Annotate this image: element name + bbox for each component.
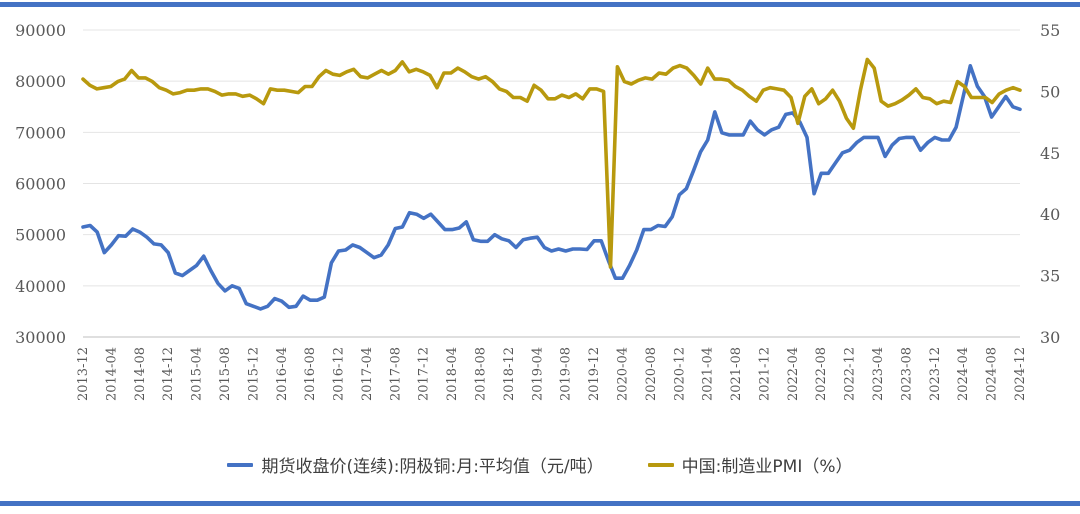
left-y-tick-label: 90000 [15,21,66,40]
x-tick-label: 2024-08 [985,347,1000,401]
x-tick-label: 2020-12 [672,347,687,401]
x-tick-label: 2020-08 [644,347,659,401]
legend-item-pmi: 中国:制造业PMI（%） [647,452,853,477]
legend-swatch-pmi [647,462,674,467]
legend-label-copper: 期货收盘价(连续):阴极铜:月:平均值（元/吨） [261,457,604,477]
x-tick-label: 2017-12 [417,347,432,401]
dual-axis-line-chart: 30000 40000 50000 60000 70000 80000 90000 30 35… [15,21,1060,401]
series-lines [81,57,1022,311]
x-tick-label: 2024-04 [956,347,971,401]
x-tick-label: 2017-08 [388,347,403,401]
x-tick-label: 2021-04 [701,347,716,401]
left-y-tick-label: 70000 [15,123,66,142]
legend-item-copper-price: 期货收盘价(连续):阴极铜:月:平均值（元/吨） [227,452,604,477]
x-tick-label: 2020-04 [615,347,630,401]
bottom-border-band [0,501,1080,506]
legend: 期货收盘价(连续):阴极铜:月:平均值（元/吨） 中国:制造业PMI（%） [0,452,1080,477]
left-y-tick-label: 50000 [15,226,66,245]
right-y-tick-label: 40 [1040,205,1060,224]
top-border-band [0,2,1080,7]
x-tick-label: 2023-04 [871,347,886,401]
x-tick-label: 2013-12 [76,347,91,401]
left-y-axis-ticks: 30000 40000 50000 60000 70000 80000 90000 [15,21,66,347]
series-line-copper-price [81,64,1022,311]
right-y-axis-ticks: 30 35 40 45 50 55 [1040,21,1060,347]
x-tick-label: 2024-12 [1013,347,1028,401]
x-tick-label: 2019-08 [559,347,574,401]
x-tick-label: 2021-12 [757,347,772,401]
x-tick-label: 2022-12 [843,347,858,401]
legend-swatch-copper [227,462,254,467]
x-axis-ticks: 2013-12 2014-04 2014-08 2014-12 2015-04 2015-… [76,347,1028,401]
right-y-tick-label: 55 [1040,21,1060,40]
x-tick-label: 2019-04 [530,347,545,401]
legend-label-pmi: 中国:制造业PMI（%） [681,457,853,477]
x-tick-label: 2016-12 [332,347,347,401]
right-y-tick-label: 50 [1040,82,1060,101]
left-y-tick-label: 80000 [15,72,66,91]
x-tick-label: 2018-12 [502,347,517,401]
x-tick-label: 2018-08 [474,347,489,401]
x-tick-label: 2019-12 [587,347,602,401]
x-tick-label: 2023-12 [928,347,943,401]
x-tick-label: 2018-04 [445,347,460,401]
x-tick-label: 2014-08 [133,347,148,401]
x-tick-label: 2023-08 [899,347,914,401]
x-tick-label: 2016-08 [303,347,318,401]
left-y-tick-label: 30000 [15,328,66,347]
right-y-tick-label: 30 [1040,328,1060,347]
x-tick-label: 2021-08 [729,347,744,401]
x-tick-label: 2022-08 [814,347,829,401]
x-tick-label: 2015-12 [246,347,261,401]
x-tick-label: 2015-08 [218,347,233,401]
x-tick-label: 2017-04 [360,347,375,401]
left-y-tick-label: 60000 [15,175,66,194]
x-tick-label: 2015-04 [190,347,205,401]
right-y-tick-label: 45 [1040,144,1060,163]
series-line-pmi [81,57,1022,269]
x-tick-label: 2022-04 [786,347,801,401]
right-y-tick-label: 35 [1040,267,1060,286]
x-tick-label: 2014-04 [104,347,119,401]
left-y-tick-label: 40000 [15,277,66,296]
x-tick-label: 2016-04 [275,347,290,401]
x-tick-label: 2014-12 [161,347,176,401]
